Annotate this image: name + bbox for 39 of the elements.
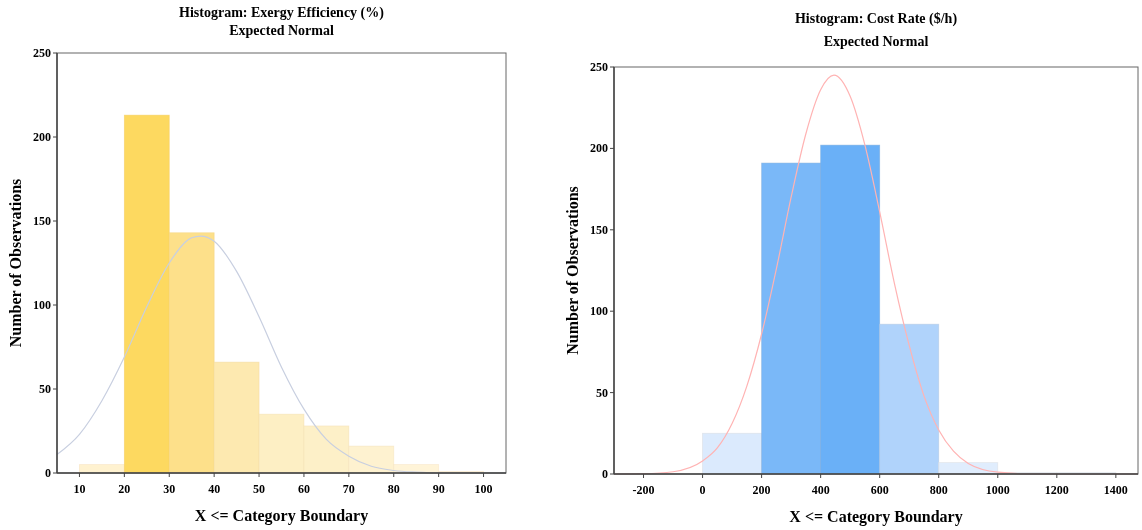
y-tick-label: 250: [590, 60, 608, 74]
y-tick-label: 200: [590, 141, 608, 156]
x-tick-label: 80: [387, 482, 400, 496]
y-tick-label: 150: [33, 214, 51, 228]
y-tick-label: 250: [33, 46, 51, 60]
x-tick-label: 10: [73, 482, 86, 496]
x-tick-label: 600: [870, 483, 889, 497]
x-tick-label: 1200: [1044, 483, 1069, 497]
chart-subtitle: Expected Normal: [823, 34, 929, 49]
y-tick-label: 150: [590, 222, 608, 237]
chart-title: Histogram: Exergy Efficiency (%): [179, 5, 385, 21]
x-tick-label: 20: [118, 482, 131, 496]
y-tick-label: 100: [33, 298, 51, 312]
x-tick-label: 0: [699, 483, 706, 497]
x-tick-label: 1400: [1103, 483, 1128, 497]
x-tick-label: 40: [208, 482, 221, 496]
y-tick-label: 0: [45, 466, 51, 480]
x-tick-label: 1000: [985, 483, 1010, 497]
x-tick-label: 800: [929, 483, 948, 497]
y-axis-title: Number of Observations: [7, 178, 24, 348]
chart-subtitle: Expected Normal: [229, 23, 334, 38]
x-axis-title: X <= Category Boundary: [194, 507, 369, 525]
x-tick-label: -200: [632, 483, 655, 497]
x-tick-label: 400: [811, 483, 830, 497]
y-tick-label: 50: [596, 385, 608, 400]
x-tick-label: 200: [752, 483, 771, 497]
x-tick-label: 70: [342, 482, 355, 496]
y-axis-title: Number of Observations: [564, 186, 581, 355]
y-tick-label: 100: [590, 304, 608, 319]
x-tick-label: 100: [474, 482, 493, 496]
x-tick-label: 60: [297, 482, 310, 496]
x-tick-label: 90: [432, 482, 445, 496]
y-tick-label: 0: [602, 467, 608, 481]
x-axis-title: X <= Category Boundary: [789, 508, 963, 526]
x-tick-label: 50: [253, 482, 266, 496]
x-tick-label: 30: [163, 482, 176, 496]
chart-title: Histogram: Cost Rate ($/h): [794, 11, 958, 27]
y-tick-label: 50: [39, 382, 51, 396]
y-tick-label: 200: [33, 130, 51, 144]
